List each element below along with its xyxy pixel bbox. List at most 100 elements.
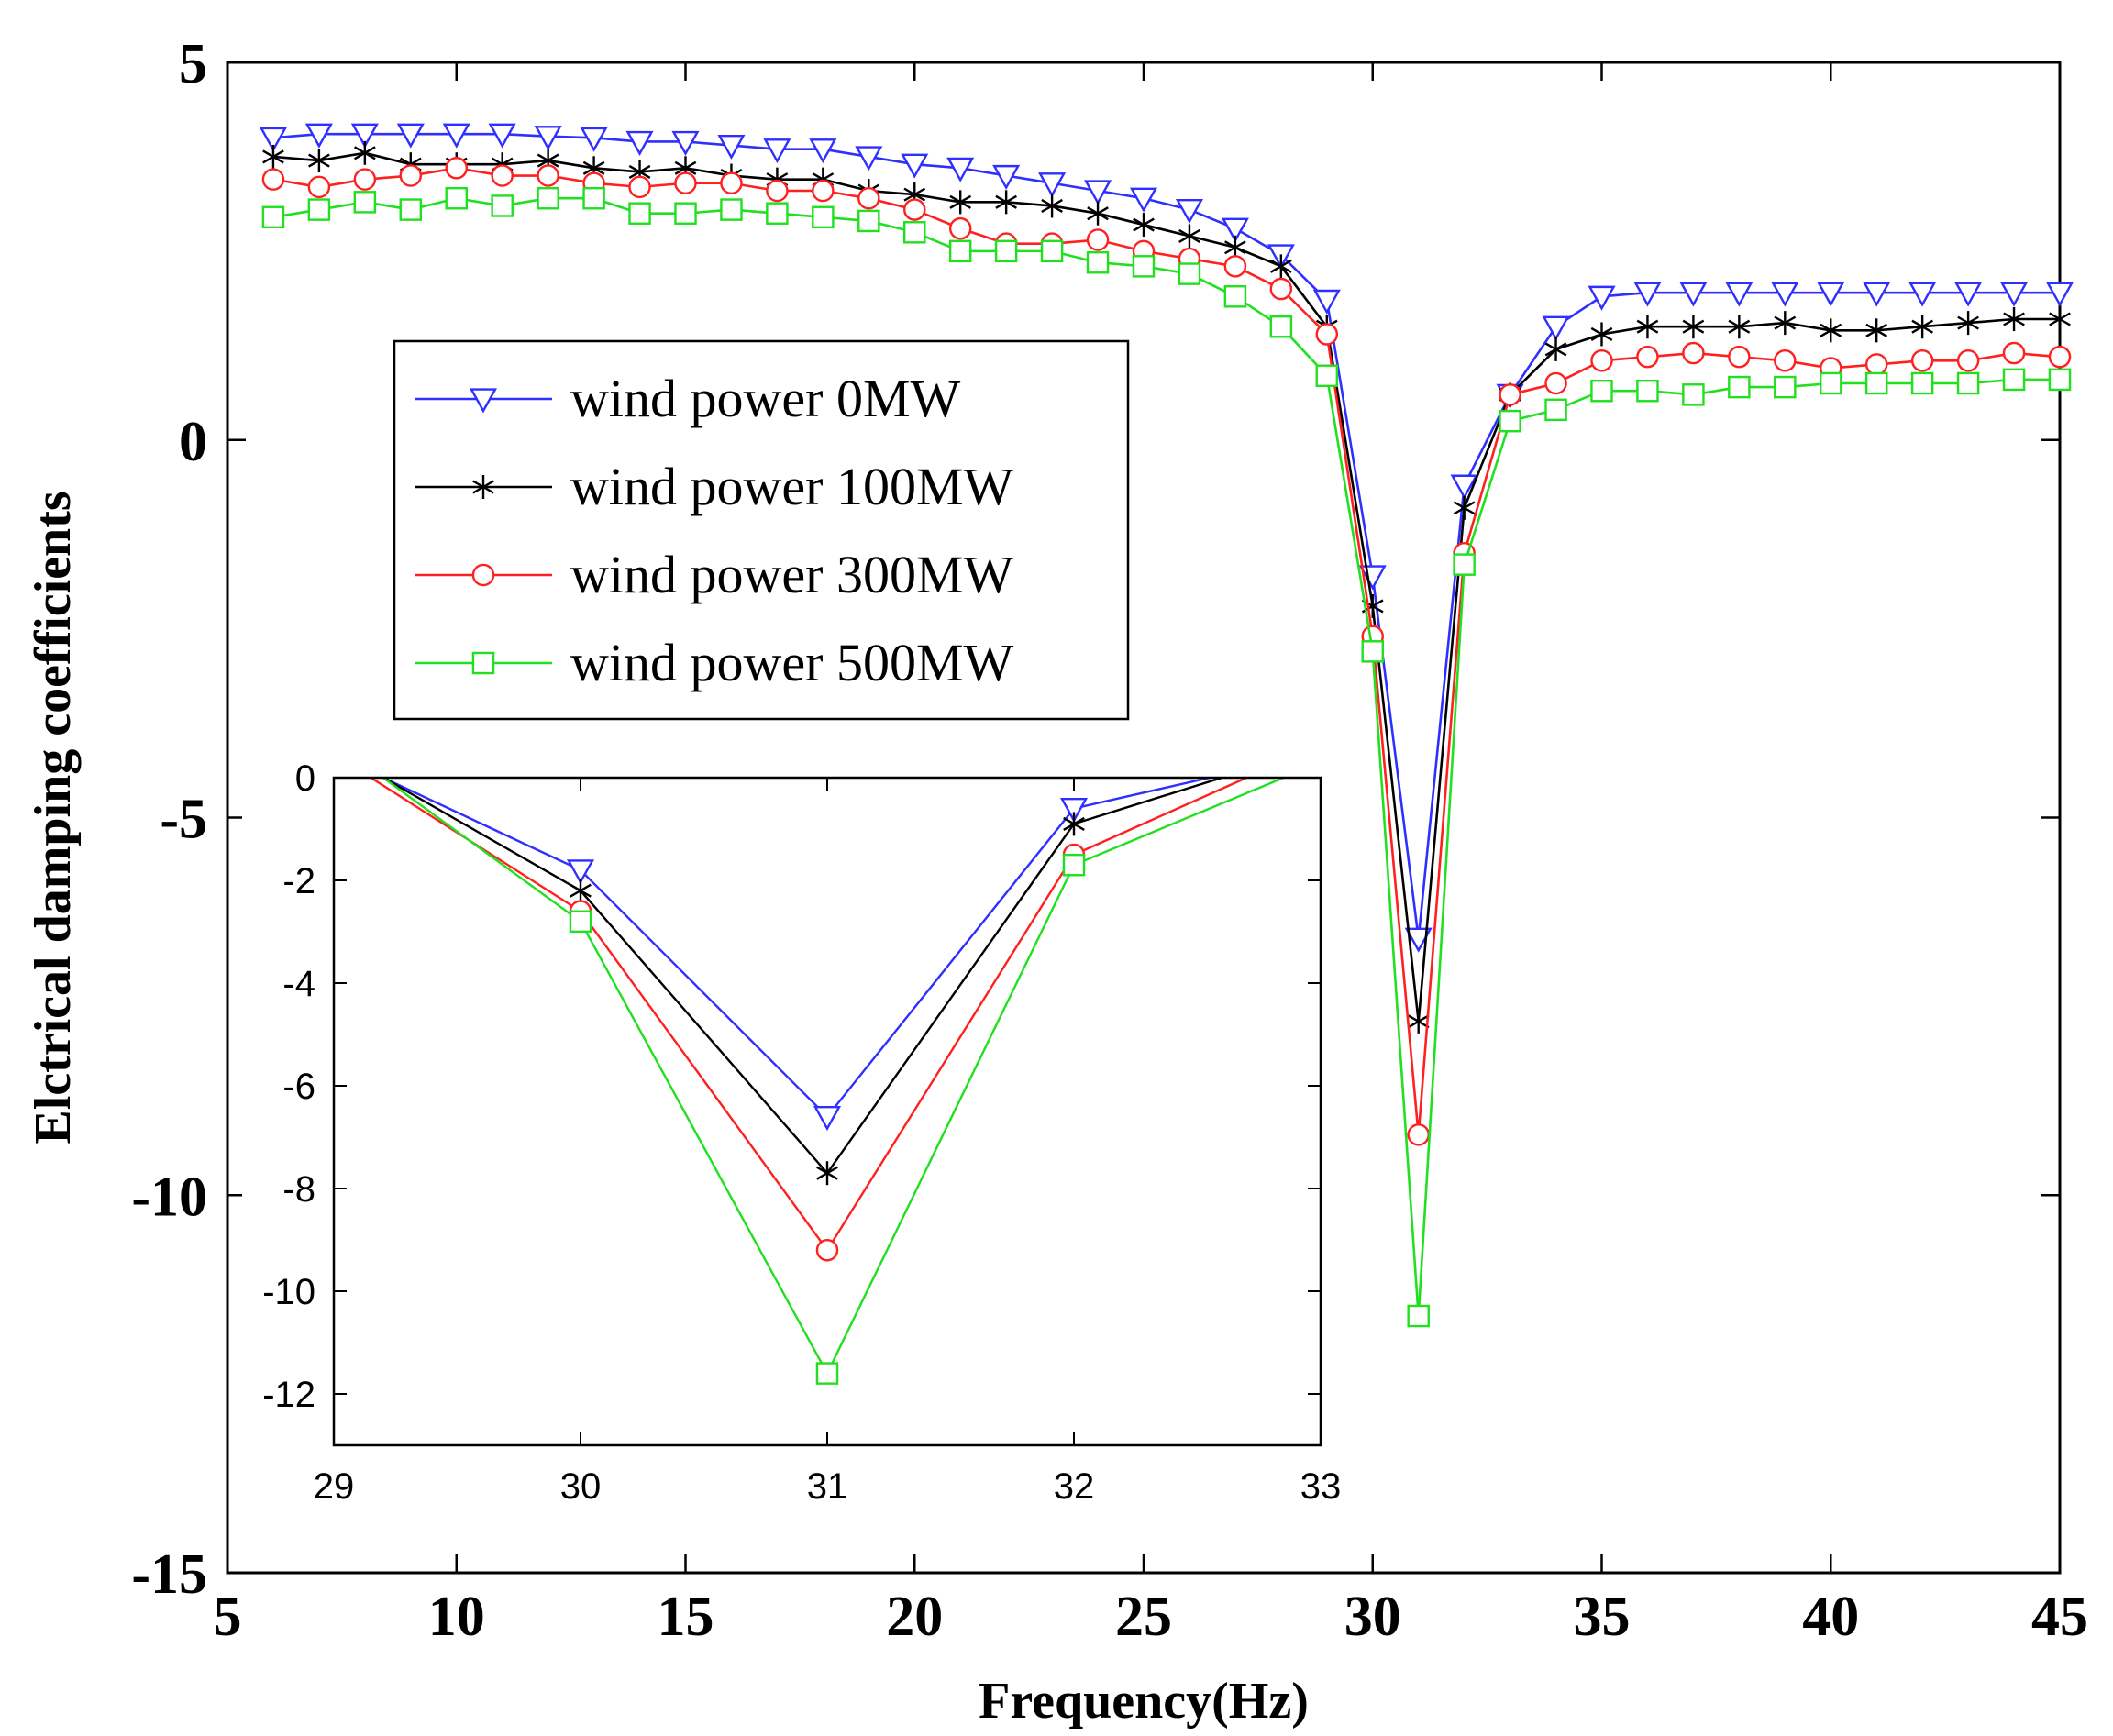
main-data-point xyxy=(763,138,791,164)
main-data-point xyxy=(2045,282,2074,307)
main-data-point xyxy=(399,164,423,187)
main-data-point xyxy=(992,164,1021,190)
main-series-line xyxy=(272,151,2060,1022)
x-tick-label: 5 xyxy=(214,1586,242,1648)
main-data-point xyxy=(307,175,331,199)
main-data-point xyxy=(766,202,789,225)
main-data-point xyxy=(1679,282,1708,307)
inset-y-tick-label: -10 xyxy=(262,1272,315,1312)
x-tick-label: 35 xyxy=(1574,1586,1631,1648)
main-data-point xyxy=(1910,371,1934,395)
main-data-point xyxy=(350,123,379,149)
legend-label: wind power 100MW xyxy=(570,457,1014,516)
inset-x-tick-label: 30 xyxy=(560,1466,602,1507)
main-data-point xyxy=(1908,282,1937,307)
main-data-point-stroke xyxy=(1453,501,1476,515)
main-data-point-stroke xyxy=(1224,240,1246,255)
main-data-point xyxy=(812,179,835,203)
main-data-point xyxy=(949,190,972,215)
x-tick-label: 15 xyxy=(658,1586,714,1648)
main-data-point xyxy=(1817,282,1845,307)
legend-label: wind power 500MW xyxy=(570,633,1014,692)
inset-x-tick-label: 31 xyxy=(807,1466,848,1507)
main-data-point-stroke xyxy=(1178,228,1200,243)
legend-label: wind power 0MW xyxy=(570,369,961,428)
main-data-point xyxy=(259,127,287,152)
main-data-point-stroke xyxy=(1041,198,1063,214)
y-axis-label: Elctrical damping coefficients xyxy=(25,491,82,1144)
main-data-point-stroke xyxy=(1728,319,1751,334)
inset-x-tick-label: 33 xyxy=(1300,1466,1342,1507)
inset-y-tick-label: 0 xyxy=(295,758,315,799)
main-data-point xyxy=(1957,311,1979,336)
main-data-point xyxy=(304,123,333,149)
inset-data-point xyxy=(570,879,592,903)
x-tick-label: 25 xyxy=(1115,1586,1172,1648)
main-data-point xyxy=(1771,282,1799,307)
main-data-point xyxy=(1636,379,1659,403)
main-data-point xyxy=(261,205,285,229)
x-tick-label: 10 xyxy=(428,1586,485,1648)
main-data-point xyxy=(534,126,562,151)
main-data-point xyxy=(1499,383,1521,406)
main-data-point-stroke xyxy=(1590,326,1613,341)
legend-box xyxy=(393,339,1130,721)
main-data-point xyxy=(1453,553,1476,576)
main-data-point xyxy=(1041,194,1063,218)
main-data-point-stroke xyxy=(308,153,330,168)
inset-data-point xyxy=(566,859,595,885)
main-data-point xyxy=(1086,250,1110,274)
main-data-point xyxy=(1728,345,1751,369)
legend-swatch-marker xyxy=(469,388,498,414)
main-data-point xyxy=(766,179,789,203)
legend-swatch-marker xyxy=(471,563,495,587)
inset-data-point xyxy=(1062,853,1086,877)
x-tick-label: 30 xyxy=(1344,1586,1401,1648)
main-data-point xyxy=(1954,282,1983,307)
main-data-point xyxy=(1682,341,1705,365)
main-data-point xyxy=(2000,282,2029,307)
main-data-point xyxy=(307,198,331,221)
main-data-point xyxy=(2048,345,2072,369)
inset-y-tick-label: -8 xyxy=(282,1169,315,1210)
main-data-point xyxy=(1636,345,1659,369)
main-data-point xyxy=(628,202,651,225)
main-data-point xyxy=(1175,198,1203,225)
main-data-point xyxy=(445,157,469,180)
main-data-point xyxy=(1312,289,1341,315)
main-data-point xyxy=(537,164,559,187)
inset-chart: 29 30 31 32 33 0 -2 -4 -6 -8 -10 -12 xyxy=(242,734,1354,1522)
main-data-point xyxy=(353,168,377,191)
main-data-point xyxy=(445,186,469,210)
main-data-point-stroke xyxy=(1774,315,1797,330)
inset-markers-1 xyxy=(570,812,1085,1186)
legend-entry-0: wind power 0MW xyxy=(415,369,961,428)
main-data-point xyxy=(353,140,376,165)
main-data-point-stroke xyxy=(1133,217,1155,232)
legend-label: wind power 300MW xyxy=(570,545,1014,604)
main-data-point-stroke xyxy=(262,149,284,164)
main-data-point xyxy=(1864,353,1888,376)
main-data-point xyxy=(948,239,972,263)
main-data-point-stroke xyxy=(537,153,559,168)
main-data-point-stroke xyxy=(674,160,697,175)
main-data-point xyxy=(2048,368,2072,392)
main-data-point xyxy=(1725,282,1753,307)
inset-markers-0 xyxy=(566,798,1089,1132)
main-data-point xyxy=(491,194,514,217)
main-data-point xyxy=(1084,180,1112,205)
main-data-point xyxy=(1133,213,1155,238)
main-data-point xyxy=(353,191,377,214)
main-data-point xyxy=(1590,322,1613,347)
main-data-point xyxy=(1863,282,1891,307)
legend-swatch-marker xyxy=(472,475,494,499)
inset-x-tick-label: 32 xyxy=(1054,1466,1095,1507)
main-data-point xyxy=(1682,315,1705,339)
main-data-point xyxy=(261,168,285,191)
main-data-point xyxy=(855,146,883,171)
inset-data-point-stroke xyxy=(1063,816,1085,831)
main-data-point-stroke xyxy=(1820,323,1842,337)
main-data-point-stroke xyxy=(1636,319,1659,334)
main-data-point-stroke xyxy=(2049,312,2071,326)
x-axis-label: Frequency(Hz) xyxy=(979,1673,1309,1730)
